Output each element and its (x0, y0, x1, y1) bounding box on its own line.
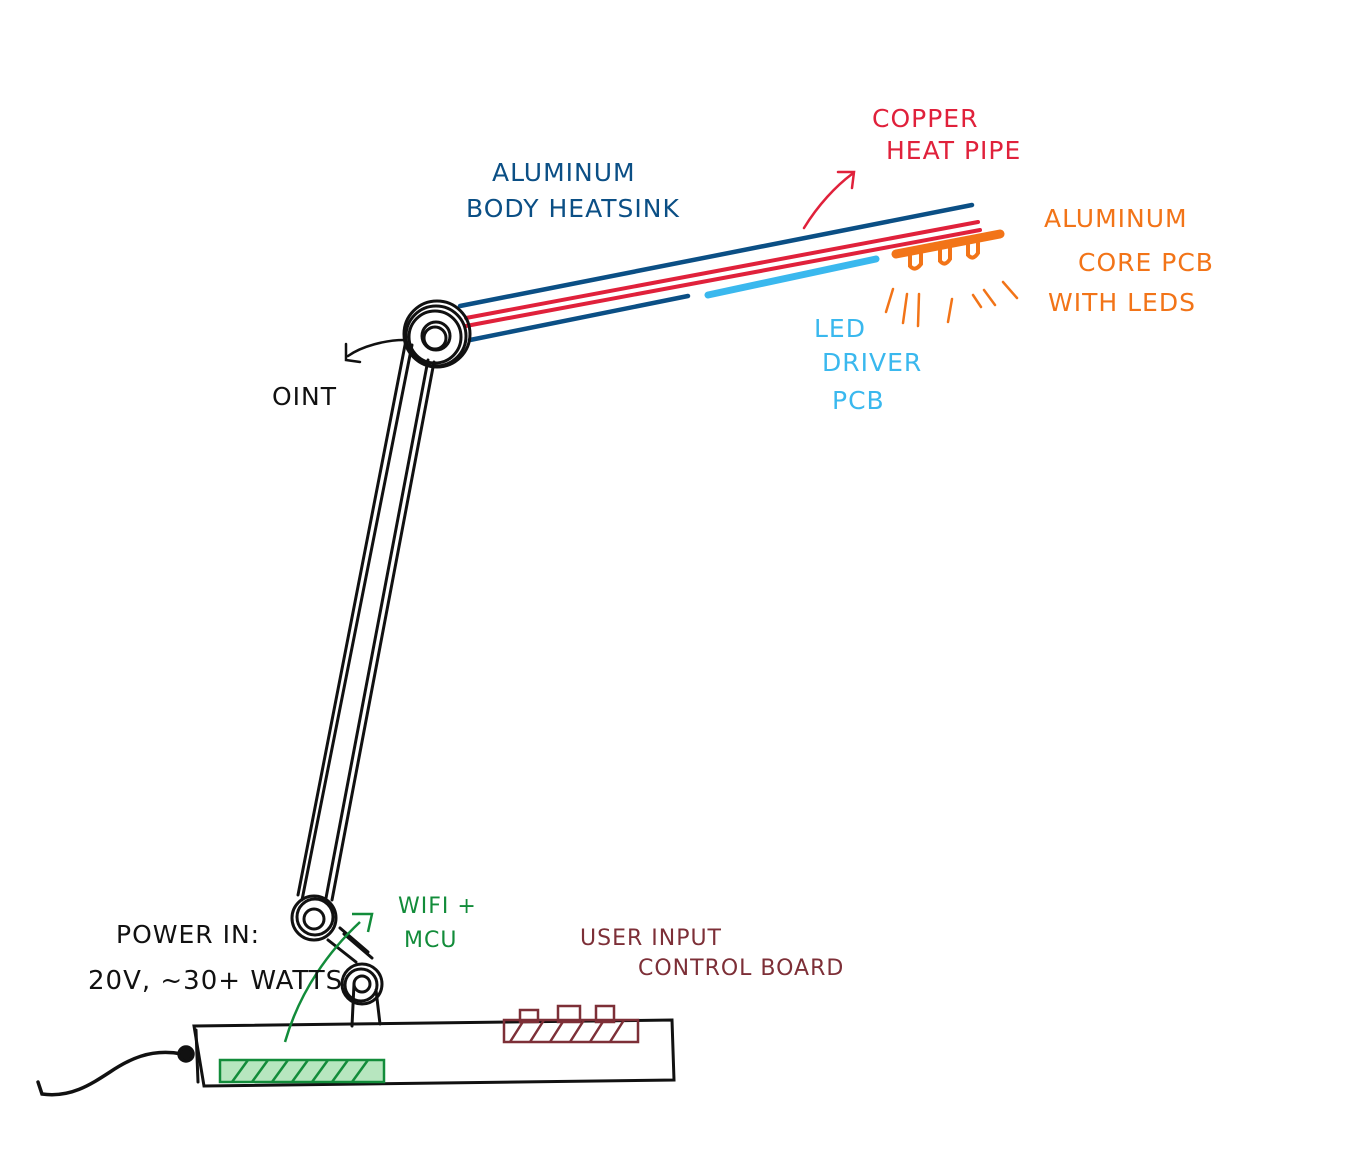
label-copper: COPPER (872, 104, 979, 133)
bottom-joint-upper (290, 894, 338, 942)
label-wifi: WIFI + (398, 894, 477, 919)
lamp-base (192, 1018, 676, 1088)
label-power-in: POWER IN: (116, 920, 261, 949)
joint-arrow (344, 338, 406, 364)
label-aluminum-2: ALUMINUM (1044, 204, 1188, 233)
core-pcb-leds (891, 229, 1005, 271)
led-driver-pcb (704, 255, 880, 299)
label-driver: DRIVER (822, 348, 923, 377)
copper-pointer-arrow (802, 170, 856, 230)
control-board (502, 1004, 640, 1044)
label-body-heatsink: BODY HEATSINK (466, 194, 680, 223)
lower-arm (296, 338, 436, 1028)
label-led: LED (814, 314, 866, 343)
light-rays (884, 280, 1019, 328)
power-cable (36, 1045, 195, 1097)
label-pcb: PCB (832, 386, 885, 415)
bottom-joint-lower (340, 962, 384, 1006)
label-core-pcb: CORE PCB (1078, 248, 1214, 277)
label-aluminum-1: ALUMINUM (492, 158, 636, 187)
label-power-spec: 20V, ~30+ WATTS (88, 966, 344, 996)
label-heat-pipe: HEAT PIPE (886, 136, 1022, 165)
wifi-mcu-board (218, 912, 386, 1084)
top-joint (402, 299, 472, 369)
label-control-board: CONTROL BOARD (638, 956, 845, 981)
heat-pipe (464, 220, 982, 328)
label-with-leds: WITH LEDS (1048, 288, 1196, 317)
heat-sink-body (457, 202, 975, 343)
label-user-input: USER INPUT (580, 926, 722, 951)
label-mcu: MCU (404, 928, 458, 953)
label-joint: OINT (272, 382, 338, 411)
